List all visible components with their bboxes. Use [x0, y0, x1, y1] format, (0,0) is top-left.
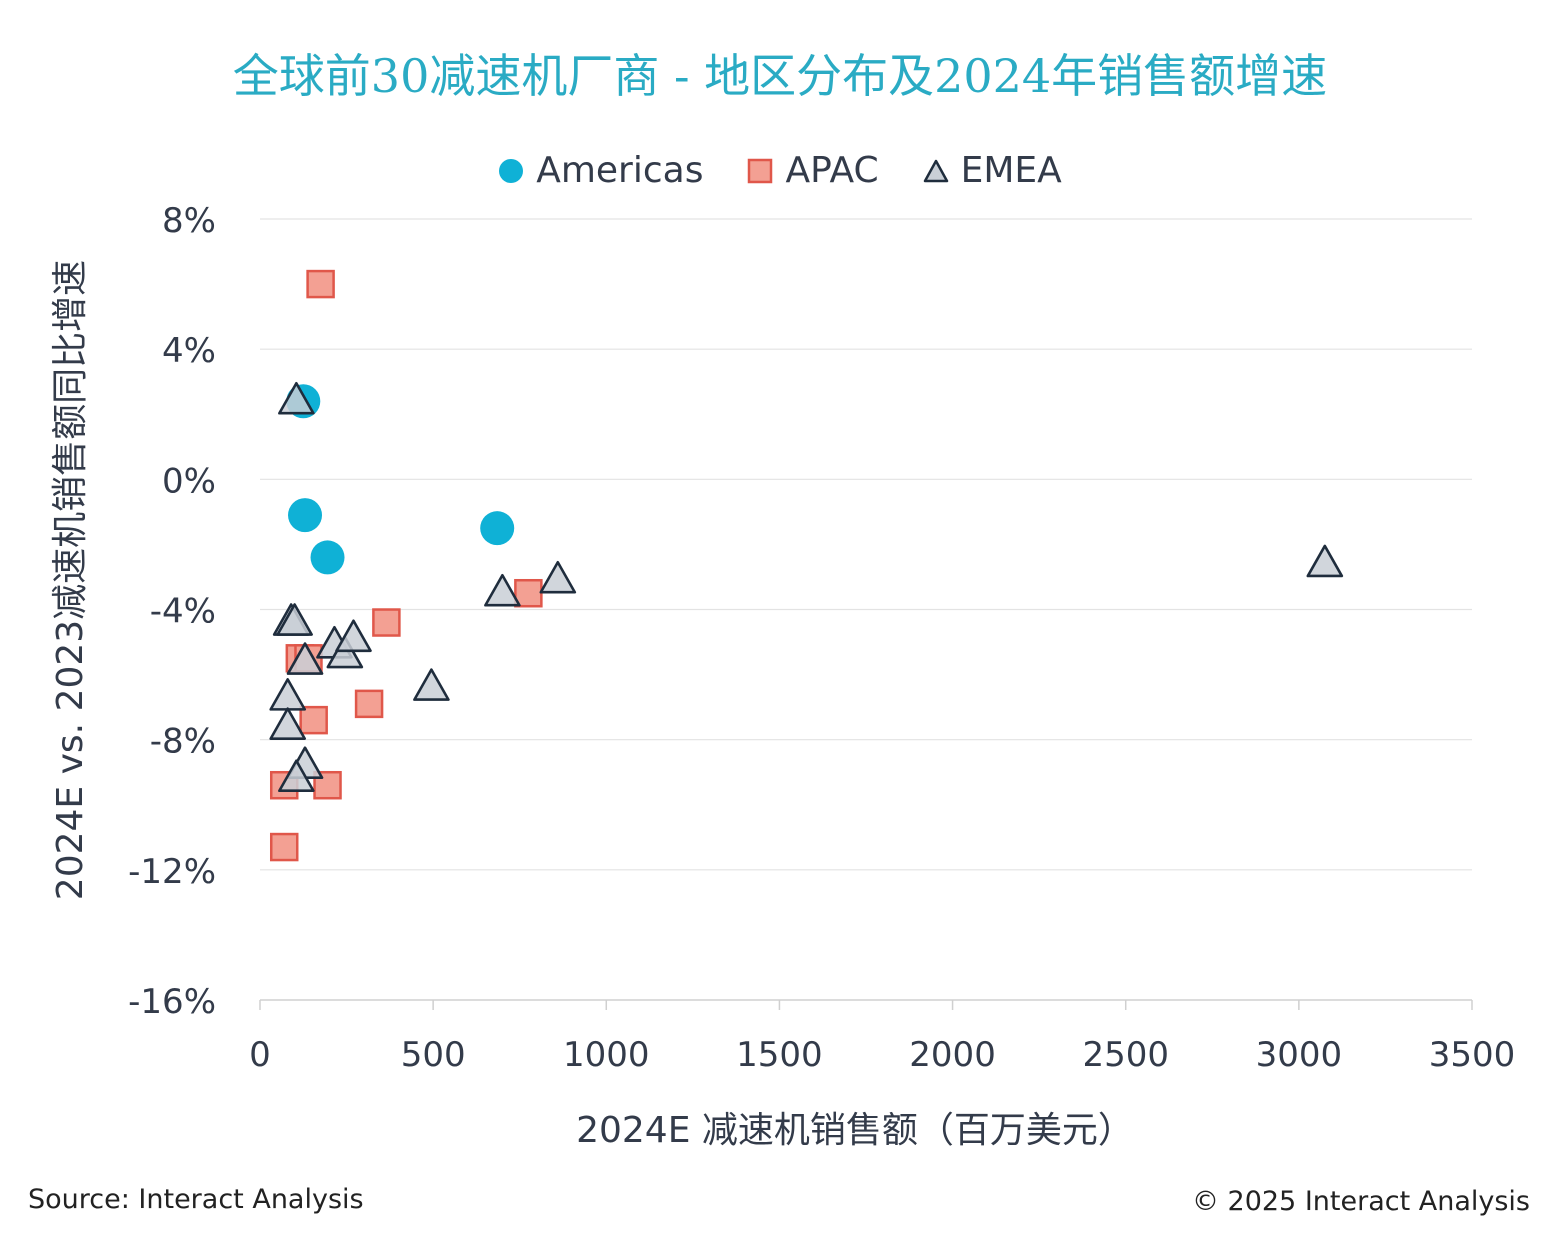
- y-tick-label: -8%: [150, 722, 216, 762]
- y-axis-label: 2024E vs. 2023减速机销售额同比增速: [50, 260, 91, 900]
- legend-item-apac: APAC: [747, 150, 879, 191]
- legend-item-emea: EMEA: [923, 150, 1062, 191]
- y-axis: 8% 4% 0% -4% -8% -12% -16%: [128, 201, 216, 1022]
- x-tick-label: 3000: [1256, 1035, 1343, 1075]
- grid-lines: [260, 218, 1472, 871]
- apac-point: [306, 269, 335, 299]
- x-tick-label: 2000: [909, 1035, 996, 1075]
- apac-point: [354, 689, 384, 719]
- chart-legend: Americas APAC EMEA: [0, 150, 1560, 191]
- y-tick-label: -12%: [128, 852, 216, 892]
- x-tick-label: 1000: [563, 1035, 650, 1075]
- y-tick-label: 0%: [162, 461, 216, 501]
- legend-square-icon: [748, 158, 773, 183]
- legend-label-americas: Americas: [536, 150, 704, 191]
- emea-point: [413, 668, 450, 701]
- copyright-note: © 2025 Interact Analysis: [1191, 1186, 1530, 1217]
- x-tick-label: 1500: [736, 1035, 823, 1075]
- apac-point: [514, 578, 543, 608]
- legend-label-emea: EMEA: [960, 150, 1062, 191]
- emea-point: [269, 678, 307, 711]
- data-points: [269, 269, 1344, 862]
- y-tick-label: 8%: [162, 201, 216, 241]
- emea-point: [1306, 544, 1344, 578]
- americas-point: [480, 511, 515, 546]
- apac-point: [299, 705, 328, 735]
- americas-point: [310, 540, 345, 575]
- source-note: Source: Interact Analysis: [28, 1184, 364, 1215]
- y-tick-label: -4%: [150, 592, 216, 632]
- apac-point: [372, 608, 401, 637]
- emea-point: [269, 707, 307, 740]
- emea-point: [286, 642, 324, 675]
- x-axis-label: 2024E 减速机销售额（百万美元）: [576, 1110, 1134, 1151]
- emea-point: [276, 603, 313, 636]
- legend-triangle-icon: [923, 159, 948, 182]
- legend-item-americas: Americas: [498, 150, 703, 191]
- x-tick-label: 0: [249, 1035, 271, 1075]
- apac-point: [269, 832, 299, 862]
- x-tick-label: 2500: [1082, 1035, 1169, 1075]
- emea-point: [278, 759, 315, 793]
- legend-label-apac: APAC: [785, 150, 879, 191]
- legend-circle-icon: [499, 158, 524, 183]
- chart-title: 全球前30减速机厂商 - 地区分布及2024年销售额增速: [232, 49, 1328, 103]
- x-axis: 0 500 1000 1500 2000 2500 3000 3500: [249, 999, 1516, 1075]
- americas-point: [288, 498, 323, 533]
- x-tick-label: 500: [401, 1035, 466, 1075]
- y-tick-label: 4%: [162, 331, 216, 371]
- emea-point: [335, 619, 372, 653]
- emea-point: [278, 381, 315, 415]
- x-tick-label: 3500: [1429, 1035, 1516, 1075]
- y-tick-label: -16%: [128, 982, 216, 1022]
- emea-point: [539, 560, 577, 594]
- emea-point: [484, 573, 521, 607]
